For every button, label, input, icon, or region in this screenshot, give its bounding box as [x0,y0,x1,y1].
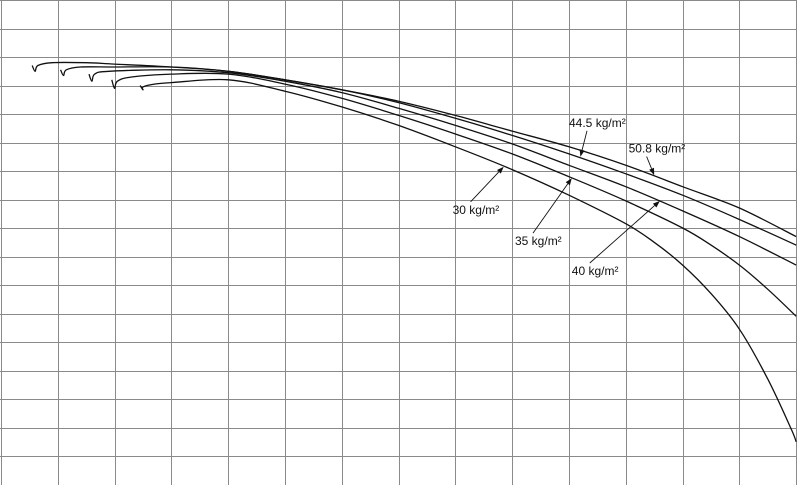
annotation-arrow-4 [579,149,585,157]
series-line-2 [111,72,797,317]
annotation-label-3: 40 kg/m² [572,264,619,278]
curves [31,61,797,443]
annotation-arrow-3 [652,200,660,208]
annotation-arrow-1 [497,166,504,174]
annotation-leader-4 [581,130,588,151]
series-line-1 [139,78,797,443]
annotation-label-4: 44.5 kg/m² [569,116,626,130]
annotation-leader-3 [589,205,655,264]
annotation-arrow-5 [649,167,655,176]
annotation-leader-5 [646,156,653,169]
annotation-label-5: 50.8 kg/m² [629,142,686,156]
series-line-3 [88,69,797,266]
series-line-5 [31,61,797,238]
annotation-leader-1 [470,171,500,203]
annotation-arrow-2 [565,178,572,186]
annotation-label-1: 30 kg/m² [453,203,500,217]
annotation-label-2: 35 kg/m² [515,234,562,248]
annotation-leader-2 [532,183,569,234]
